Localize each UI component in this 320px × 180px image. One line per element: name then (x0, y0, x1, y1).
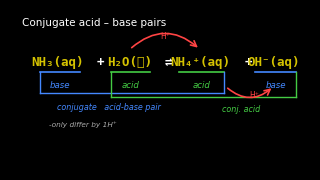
Text: base: base (265, 81, 286, 90)
Text: acid: acid (192, 81, 210, 90)
Text: H₂O(ℓ): H₂O(ℓ) (107, 56, 152, 69)
Text: +: + (244, 56, 252, 69)
Text: ⇌: ⇌ (164, 56, 172, 69)
Text: -only differ by 1H⁺: -only differ by 1H⁺ (49, 122, 117, 129)
Text: conj. acid: conj. acid (222, 105, 261, 114)
Text: NH₄⁺(aq): NH₄⁺(aq) (170, 56, 230, 69)
Text: +: + (97, 56, 105, 69)
Text: acid: acid (122, 81, 140, 90)
Text: base: base (50, 81, 70, 90)
Text: NH₃(aq): NH₃(aq) (31, 56, 84, 69)
Text: conjugate   acid-base pair: conjugate acid-base pair (57, 103, 161, 112)
Text: OH⁻(aq): OH⁻(aq) (247, 56, 300, 69)
Text: Conjugate acid – base pairs: Conjugate acid – base pairs (22, 18, 167, 28)
Text: H⁺: H⁺ (250, 91, 259, 100)
Text: H⁺: H⁺ (160, 31, 170, 40)
